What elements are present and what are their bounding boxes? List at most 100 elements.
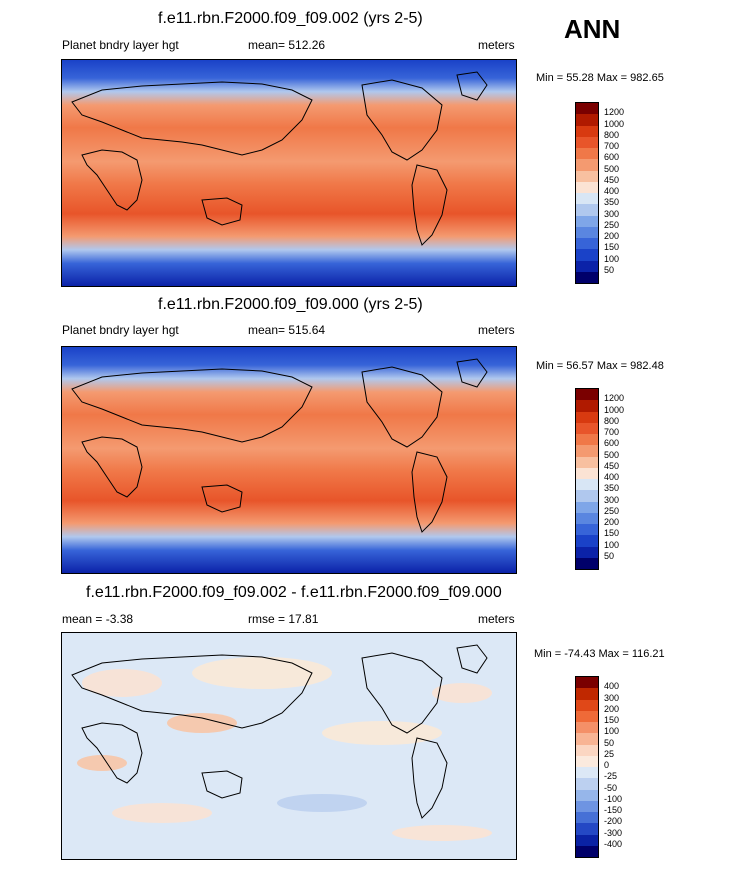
colorbar-swatch [576,778,598,790]
colorbar-swatch [576,546,598,558]
colorbar-swatch [576,400,598,412]
colorbar-swatch [576,557,598,569]
colorbar-tick-label: 0 [604,760,610,770]
colorbar-swatch [576,535,598,547]
colorbar-swatch [576,422,598,434]
colorbar-swatch [576,148,598,160]
panel-3-minmax: Min = -74.43 Max = 116.21 [534,648,665,660]
colorbar-tick-label: 400 [604,186,620,196]
panel-3-colorbar [575,676,599,858]
colorbar-swatch [576,114,598,126]
colorbar-tick-label: -400 [604,838,623,849]
colorbar-swatch [576,103,598,115]
colorbar-swatch [576,467,598,479]
colorbar-swatch [576,193,598,205]
colorbar-tick-label: 150 [604,715,620,725]
panel-3-units-label: meters [478,612,515,626]
panel-1-field [62,60,516,286]
colorbar-tick-label: 250 [604,505,620,516]
colorbar-tick-label: 400 [604,472,620,482]
panel-1-minmax: Min = 55.28 Max = 982.65 [536,72,664,84]
panel-1-map [61,59,517,287]
colorbar-tick-label: -300 [604,827,623,838]
panel-1-units-label: meters [478,38,515,52]
colorbar-swatch [576,260,598,272]
colorbar-swatch [576,226,598,238]
colorbar-tick-label: 50 [604,264,615,275]
colorbar-swatch [576,834,598,846]
colorbar-swatch [576,490,598,502]
colorbar-swatch [576,479,598,491]
colorbar-tick-label: -25 [604,771,618,782]
panel-2-mean-label: mean= 515.64 [248,323,326,337]
colorbar-swatch [576,512,598,524]
panel-3-coastlines [71,644,488,819]
colorbar-tick-label: 450 [604,174,620,185]
colorbar-tick-label: 200 [604,703,620,714]
colorbar-swatch [576,434,598,446]
colorbar-tick-label: 450 [604,460,620,471]
colorbar-tick-label: 1200 [604,393,625,404]
colorbar-swatch [576,845,598,857]
colorbar-tick-label: 800 [604,415,620,426]
colorbar-swatch [576,524,598,536]
colorbar-swatch [576,688,598,700]
colorbar-tick-label: 25 [604,748,615,759]
colorbar-tick-label: 1000 [604,404,625,415]
colorbar-tick-label: 1000 [604,118,625,129]
colorbar-swatch [576,411,598,423]
colorbar-tick-label: 400 [604,681,620,692]
colorbar-swatch [576,823,598,835]
panel-1-title: f.e11.rbn.F2000.f09_f09.002 (yrs 2-5) [158,10,423,27]
colorbar-swatch [576,238,598,250]
colorbar-swatch [576,677,598,689]
colorbar-tick-label: 200 [604,517,620,527]
colorbar-tick-label: 300 [604,692,620,703]
colorbar-tick-label: 600 [604,438,620,449]
colorbar-swatch [576,767,598,779]
colorbar-tick-label: 100 [604,726,620,737]
colorbar-swatch [576,710,598,722]
colorbar-swatch [576,125,598,137]
colorbar-swatch [576,389,598,401]
colorbar-tick-label: -200 [604,816,623,827]
panel-3-anomaly-patches [77,657,492,841]
colorbar-swatch [576,789,598,801]
colorbar-tick-label: 300 [604,208,620,219]
colorbar-swatch [576,215,598,227]
colorbar-tick-label: 250 [604,219,620,230]
panel-1-coastlines [71,71,488,246]
colorbar-tick-label: 800 [604,129,620,140]
season-label: ANN [564,14,621,44]
colorbar-swatch [576,699,598,711]
colorbar-swatch [576,744,598,756]
panel-3-map [61,632,517,860]
colorbar-swatch [576,812,598,824]
colorbar-swatch [576,755,598,767]
colorbar-tick-label: 600 [604,152,620,163]
colorbar-tick-label: 100 [604,539,620,550]
colorbar-tick-label: 350 [604,483,620,494]
colorbar-swatch [576,136,598,148]
colorbar-tick-label: 200 [604,231,620,241]
colorbar-swatch [576,204,598,216]
colorbar-tick-label: 350 [604,197,620,208]
colorbar-tick-label: 150 [604,528,620,539]
colorbar-tick-label: 700 [604,427,620,437]
colorbar-swatch [576,445,598,457]
colorbar-swatch [576,181,598,193]
colorbar-tick-label: -150 [604,805,623,815]
panel-3-rmse-label: rmse = 17.81 [248,612,319,626]
colorbar-swatch [576,170,598,182]
colorbar-swatch [576,159,598,171]
colorbar-swatch [576,722,598,734]
colorbar-swatch [576,249,598,261]
panel-2-colorbar [575,388,599,570]
panel-2-variable-label: Planet bndry layer hgt [62,323,179,337]
colorbar-tick-label: 300 [604,494,620,505]
panel-1-colorbar [575,102,599,284]
panel-1-variable-label: Planet bndry layer hgt [62,38,179,52]
panel-2-map [61,346,517,574]
colorbar-tick-label: -100 [604,793,623,804]
panel-2-title: f.e11.rbn.F2000.f09_f09.000 (yrs 2-5) [158,296,423,313]
